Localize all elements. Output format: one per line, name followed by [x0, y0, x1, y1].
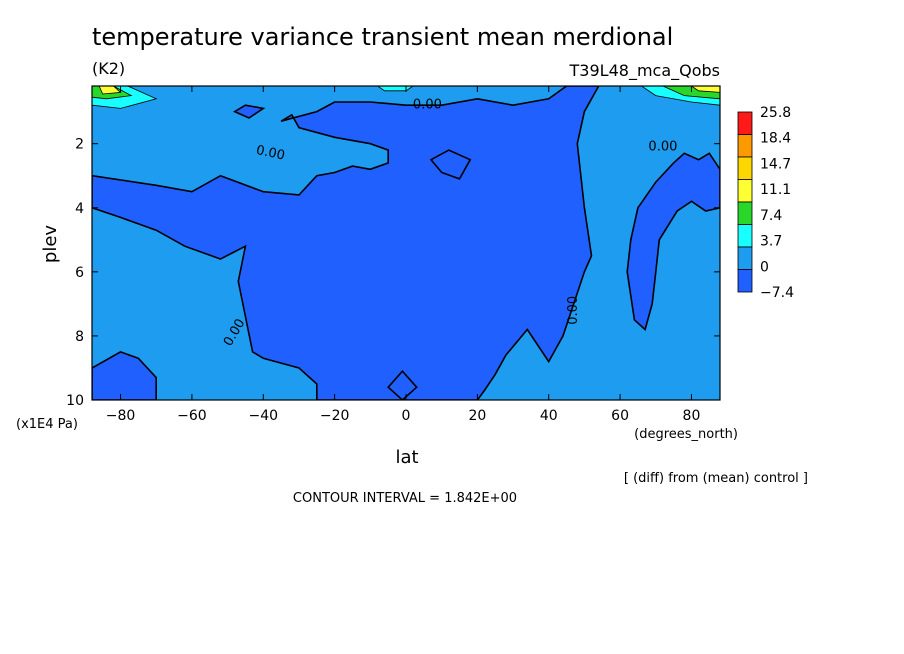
contour-interval: CONTOUR INTERVAL = 1.842E+00	[293, 491, 517, 506]
colorbar-label-7: −7.4	[760, 285, 794, 301]
x-tick-label-4: 0	[402, 408, 411, 424]
colorbar-swatch-4	[737, 201, 753, 225]
colorbar-label-6: 0	[760, 259, 769, 275]
contour-label-1: 0.00	[255, 143, 286, 164]
contour-label-4: 0.00	[566, 296, 581, 325]
positive-region-6	[376, 86, 414, 92]
contour-label-0: 0.00	[413, 98, 442, 113]
colorbar-label-0: 25.8	[760, 105, 791, 121]
colorbar-swatch-5	[737, 224, 753, 248]
x-tick-label-5: 20	[468, 408, 486, 424]
x-axis-ticks: −80 −60 −40 −20 0 20 40 60 80	[106, 86, 701, 424]
y-axis-units: (x1E4 Pa)	[16, 417, 78, 432]
plot-area: 0.000.00 0.000.000.00	[91, 85, 721, 401]
negative-region-0	[92, 86, 600, 400]
chart-units: (K2)	[92, 59, 125, 78]
y-tick-label-4: 10	[66, 393, 84, 409]
x-tick-label-0: −80	[106, 408, 136, 424]
negative-region-2	[429, 149, 472, 180]
colorbar-swatch-7	[737, 269, 753, 293]
x-tick-label-3: −20	[320, 408, 350, 424]
footnote: [ (diff) from (mean) control ]	[624, 471, 808, 486]
x-axis-label: lat	[395, 447, 418, 468]
negative-region-5	[232, 104, 266, 119]
positive-region-5	[690, 86, 720, 93]
x-tick-label-1: −60	[177, 408, 207, 424]
colorbar-swatch-0	[737, 111, 753, 135]
negative-region-3	[626, 152, 720, 331]
colorbar-label-4: 7.4	[760, 208, 782, 224]
y-axis-ticks: 2 4 6 8 10	[66, 137, 720, 409]
colorbar-label-3: 11.1	[760, 182, 791, 198]
colorbar: 25.8 18.4 14.7 11.1 7.4 3.7 0 −7.4	[737, 105, 794, 301]
contour-label-2: 0.00	[648, 139, 677, 154]
chart-title: temperature variance transient mean merd…	[92, 23, 673, 51]
run-name: T39L48_mca_Qobs	[569, 61, 720, 81]
y-tick-label-1: 4	[75, 201, 84, 217]
y-tick-label-2: 6	[75, 265, 84, 281]
colorbar-label-1: 18.4	[760, 131, 791, 147]
x-tick-label-7: 60	[611, 408, 629, 424]
y-tick-label-3: 8	[75, 329, 84, 345]
colorbar-label-2: 14.7	[760, 156, 791, 172]
x-tick-label-8: 80	[683, 408, 701, 424]
y-axis-label: plev	[40, 225, 61, 264]
colorbar-swatch-3	[737, 179, 753, 203]
positive-region-2	[98, 86, 122, 95]
x-tick-label-6: 40	[540, 408, 558, 424]
colorbar-swatch-1	[737, 134, 753, 158]
colorbar-swatch-2	[737, 156, 753, 180]
x-axis-units: (degrees_north)	[634, 427, 738, 442]
colorbar-swatch-6	[737, 246, 753, 270]
y-tick-label-0: 2	[75, 137, 84, 153]
negative-region-1	[92, 351, 157, 400]
x-tick-label-2: −40	[248, 408, 278, 424]
negative-region-4	[387, 369, 418, 400]
colorbar-label-5: 3.7	[760, 234, 782, 250]
